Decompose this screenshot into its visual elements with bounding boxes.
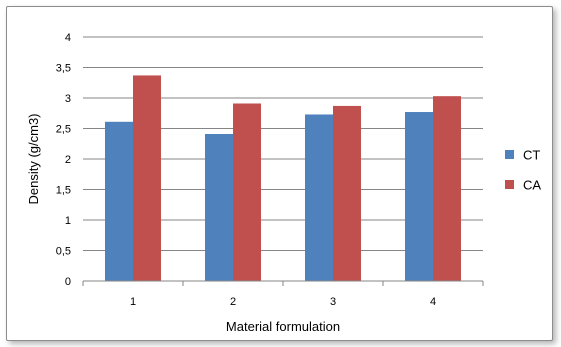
bar-ct-1 [105, 121, 133, 281]
x-tick-label: 3 [330, 296, 336, 308]
x-axis-ticks: 1 2 3 4 [82, 281, 484, 308]
y-tick-label: 0 [65, 276, 71, 288]
y-tick-label: 4 [65, 32, 71, 44]
bar-ca-1 [133, 75, 161, 282]
bar-ct-2 [205, 133, 233, 281]
bar-ca-3 [333, 105, 361, 282]
y-axis-ticks: 0 0,5 1 1,5 2 2,5 3 3,5 4 [56, 32, 71, 288]
x-tick-label: 4 [430, 296, 436, 308]
y-tick-label: 2 [65, 154, 71, 166]
bars [105, 75, 461, 282]
x-tick-label: 2 [230, 296, 236, 308]
bar-ca-2 [233, 103, 261, 282]
x-tick-label: 1 [130, 296, 136, 308]
y-tick-label: 3,5 [56, 63, 71, 75]
y-tick-label: 1,5 [56, 185, 71, 197]
y-tick-label: 1 [65, 215, 71, 227]
y-tick-label: 0,5 [56, 246, 71, 258]
bar-ct-3 [305, 114, 333, 281]
chart-frame [6, 6, 553, 341]
legend-swatch-ca [505, 180, 514, 189]
legend: CT CA [505, 148, 541, 193]
y-tick-label: 3 [65, 93, 71, 105]
legend-label-ca: CA [523, 178, 541, 193]
x-axis-title: Material formulation [226, 319, 340, 334]
legend-label-ct: CT [523, 148, 540, 163]
bar-ca-4 [433, 96, 461, 281]
y-axis-title: Density (g/cm3) [26, 113, 41, 204]
bar-ct-4 [405, 112, 433, 281]
y-tick-label: 2,5 [56, 124, 71, 136]
legend-swatch-ct [505, 150, 514, 159]
